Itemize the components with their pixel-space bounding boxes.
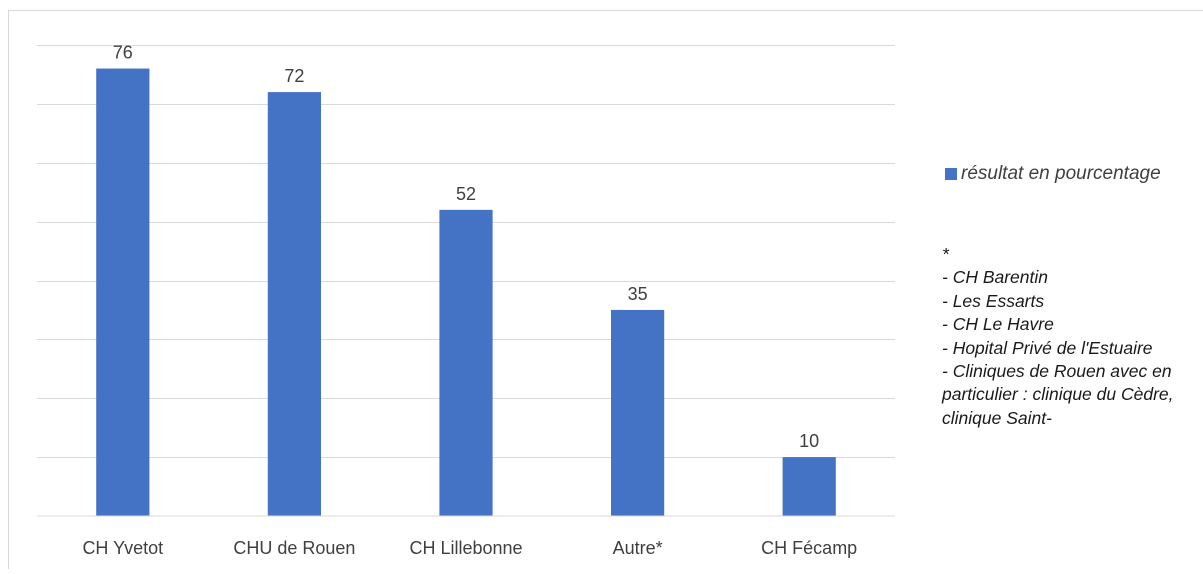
- footnote-line: - Cliniques de Rouen avec en particulier…: [942, 360, 1200, 430]
- footnote-line: - CH Barentin: [942, 266, 1200, 289]
- data-label: 76: [113, 43, 133, 63]
- x-tick-label: Autre*: [613, 538, 663, 558]
- x-tick-label: CH Fécamp: [761, 538, 857, 558]
- footnote-marker: *: [942, 243, 1200, 266]
- bar: [268, 92, 321, 516]
- bar: [783, 457, 836, 516]
- data-label: 35: [628, 284, 648, 304]
- x-tick-label: CHU de Rouen: [233, 538, 355, 558]
- bar: [611, 310, 664, 516]
- bars: [96, 69, 836, 516]
- footnote-line: - Hopital Privé de l'Estuaire: [942, 337, 1200, 360]
- x-tick-label: CH Yvetot: [82, 538, 163, 558]
- data-label: 72: [284, 66, 304, 86]
- footnote: * - CH Barentin - Les Essarts - CH Le Ha…: [942, 243, 1200, 430]
- data-label: 10: [799, 431, 819, 451]
- x-axis-tick-labels: CH Yvetot CHU de Rouen CH Lillebonne Autre*…: [82, 538, 857, 558]
- x-tick-label: CH Lillebonne: [409, 538, 522, 558]
- footnote-line: - CH Le Havre: [942, 313, 1200, 336]
- legend-label: résultat en pourcentage: [961, 163, 1161, 185]
- legend: résultat en pourcentage: [945, 163, 1161, 185]
- bar: [96, 69, 149, 516]
- footnote-line: - Les Essarts: [942, 290, 1200, 313]
- bar: [439, 210, 492, 516]
- legend-swatch: [945, 168, 957, 180]
- data-label: 52: [456, 184, 476, 204]
